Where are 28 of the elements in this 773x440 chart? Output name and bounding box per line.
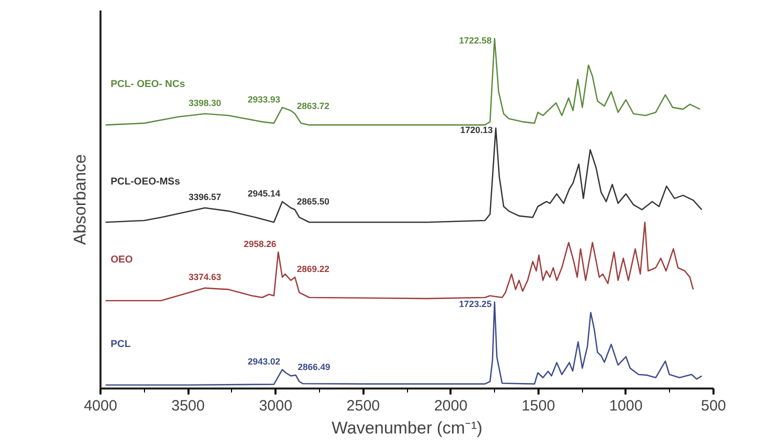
x-tick-label: 500: [700, 398, 726, 414]
annotation: 3398.30: [188, 98, 222, 108]
text: OEO: [110, 254, 134, 266]
annotation: 2943.02: [248, 356, 280, 367]
x-tick-label: 1000: [609, 398, 643, 414]
x-tick-label: 3000: [258, 398, 292, 414]
y-axis-title: Absorbance: [70, 154, 90, 245]
text: PCL-OEO-MSs: [110, 176, 180, 188]
x-tick-label: 4000: [84, 398, 118, 414]
annotation: 2869.22: [296, 264, 330, 274]
annotation: 2866.49: [298, 362, 330, 372]
x-axis-title: Wavenumber (cm⁻¹): [332, 418, 482, 438]
annotation: 2958.26: [244, 239, 276, 249]
annotation: 1723.25: [459, 299, 492, 310]
annotation: 2863.72: [296, 100, 330, 111]
annotation: 3396.57: [188, 192, 222, 202]
x-tick-label: 2500: [346, 398, 380, 414]
text: PCL- OEO- NCs: [110, 78, 186, 90]
text: PCL: [110, 339, 131, 350]
annotation: 2865.50: [296, 196, 330, 207]
annotation: 2945.14: [248, 188, 280, 199]
annotation: 3374.63: [188, 272, 222, 282]
annotation: 2933.93: [248, 94, 280, 104]
x-tick-label: 2000: [434, 398, 468, 414]
x-tick-label: 1500: [522, 398, 556, 414]
annotation: 1722.58: [459, 36, 492, 46]
x-tick-label: 3500: [171, 398, 205, 414]
annotation: 1720.13: [460, 125, 493, 136]
